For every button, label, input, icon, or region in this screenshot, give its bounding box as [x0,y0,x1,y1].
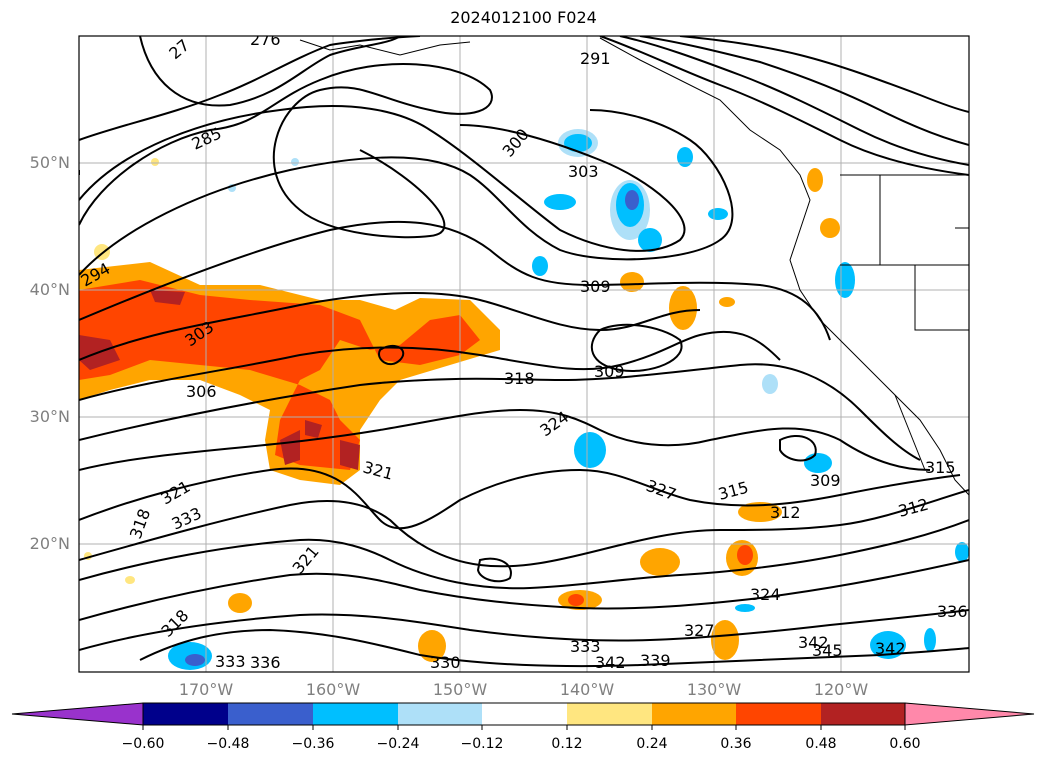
contour-label: 342 [875,639,906,658]
colorbar-tick-label: −0.24 [376,736,420,752]
colorbar-tick-label: 0.60 [889,736,921,752]
colorbar-tick-label: −0.12 [460,736,504,752]
colorbar-bin [736,703,821,725]
colorbar-bin [482,703,567,725]
contour-label: 345 [812,641,843,660]
positive-shading [79,158,840,662]
lon-label-130w: 130°W [686,680,742,699]
colorbar-tick-label: 0.24 [636,736,668,752]
contour-label: 342 [595,653,626,672]
contour-label: 306 [186,382,217,401]
coastlines [299,37,969,496]
colorbar-bin [567,703,652,725]
contour-label: 327 [684,621,715,640]
contour-label: 339 [640,651,671,670]
map-frame [78,35,970,673]
lon-label-120w: 120°W [813,680,869,699]
contour-label: 318 [504,369,535,388]
colorbar-bin [313,703,398,725]
colorbar-tick-label: −0.60 [121,736,165,752]
grid-lines [79,36,969,672]
colorbar [11,702,1035,730]
colorbar-bin [228,703,313,725]
lat-label-50n: 50°N [29,153,70,172]
contour-label: 312 [770,503,801,522]
lon-label-140w: 140°W [559,680,615,699]
contour-label: 333 [570,637,601,656]
colorbar-extend-high [904,702,1035,726]
contour-label: 324 [750,585,781,604]
colorbar-bin [398,703,482,725]
lat-label-20n: 20°N [29,534,70,553]
colorbar-tick-label: 0.12 [551,736,583,752]
map-plot: 276 27 285 291 300 303 309 309 318 324 3… [79,30,969,672]
contour-label: 309 [594,362,625,381]
contour-label: 315 [925,458,956,477]
colorbar-tick-label: 0.36 [720,736,752,752]
colorbar-bin [821,703,905,725]
colorbar-tick-label: −0.36 [291,736,335,752]
lat-label-30n: 30°N [29,407,70,426]
contour-label: 336 [937,602,968,621]
contour-label: 342 [798,633,829,652]
contour-label: 303 [568,162,599,181]
contour-label: 309 [810,471,841,490]
map-title: 2024012100 F024 [450,8,597,27]
colorbar-tick-label: 0.48 [805,736,837,752]
negative-shading [168,129,969,670]
contour-label: 276 [250,30,281,49]
colorbar-extend-low [11,702,144,726]
colorbar-tick-label: −0.48 [206,736,250,752]
contour-label: 333 [215,652,246,671]
contour-label: 309 [580,277,611,296]
lon-label-160w: 160°W [305,680,361,699]
contour-label: 291 [580,49,611,68]
colorbar-bin [652,703,736,725]
lon-label-150w: 150°W [432,680,488,699]
lon-label-170w: 170°W [178,680,234,699]
contour-label: 330 [430,653,461,672]
lat-label-40n: 40°N [29,280,70,299]
contour-lines [79,36,969,668]
contour-label: 336 [250,653,281,672]
colorbar-bin [143,703,228,725]
